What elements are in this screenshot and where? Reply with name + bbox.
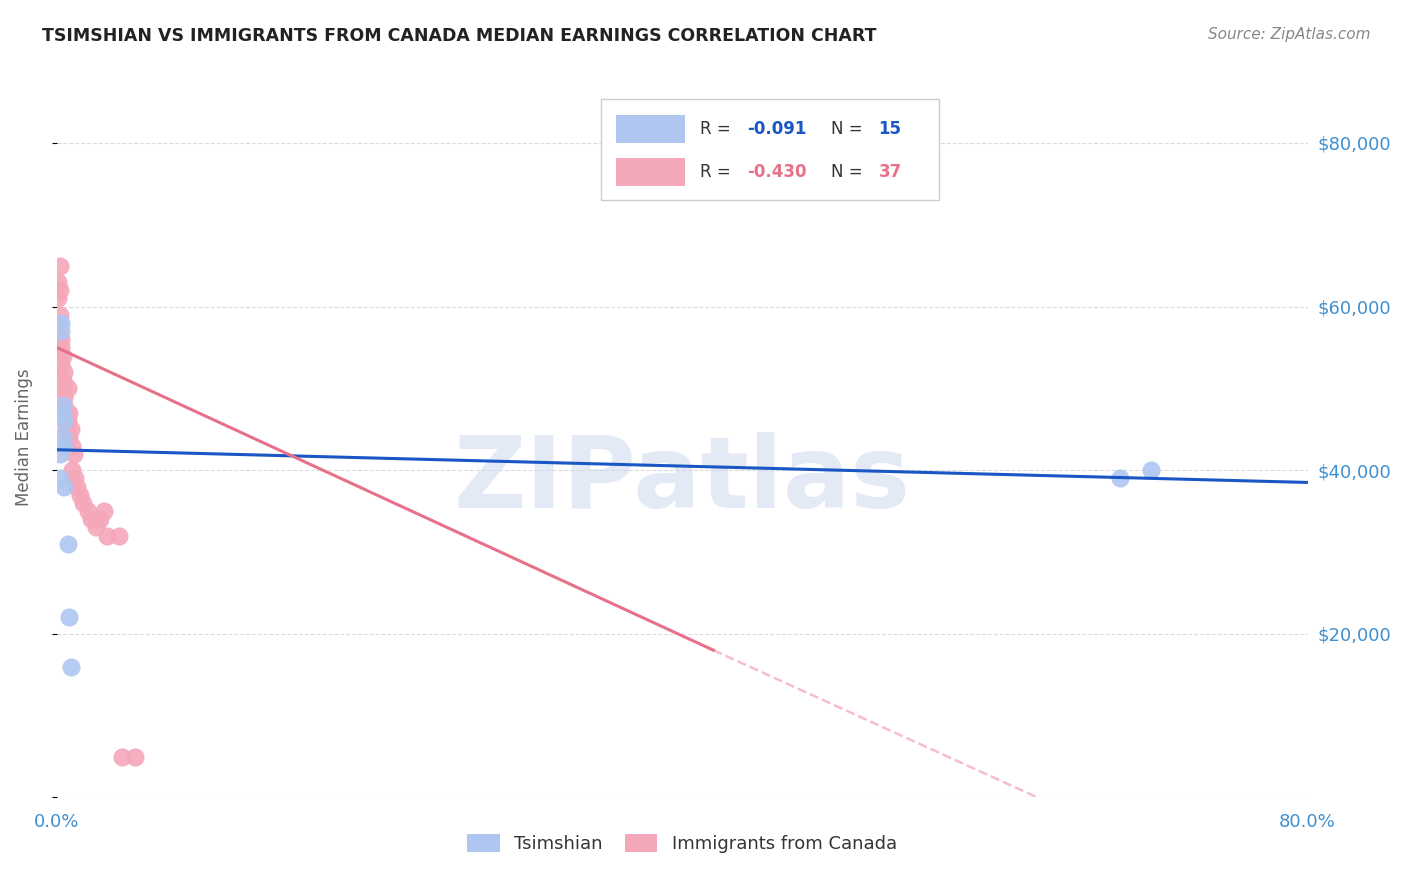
Point (1109, 471, 1132, 485)
Point (52, 381, 75, 395)
FancyBboxPatch shape (616, 158, 685, 186)
Text: R =: R = (700, 162, 735, 180)
Point (72, 496, 94, 510)
Point (59, 659, 82, 673)
Point (108, 528, 131, 542)
Point (60, 439, 83, 453)
Point (52, 349, 75, 363)
Point (124, 749, 146, 764)
Point (51, 324, 73, 338)
Y-axis label: Median Earnings: Median Earnings (15, 368, 32, 507)
Point (52, 398, 75, 412)
Point (65, 471, 87, 485)
Text: Source: ZipAtlas.com: Source: ZipAtlas.com (1208, 27, 1371, 42)
Point (58, 430, 80, 444)
FancyBboxPatch shape (616, 115, 685, 144)
Point (46, 275, 69, 289)
Point (51, 357, 73, 371)
Point (77, 504, 100, 518)
Legend: Tsimshian, Immigrants from Canada: Tsimshian, Immigrants from Canada (467, 834, 897, 854)
Point (84, 520, 107, 534)
Point (55, 422, 77, 436)
Point (1140, 463, 1163, 477)
FancyBboxPatch shape (600, 99, 939, 200)
Point (69, 488, 91, 502)
Point (89, 512, 111, 526)
Point (48, 259, 70, 273)
Point (62, 447, 84, 461)
Point (46, 291, 69, 305)
Point (48, 447, 70, 461)
Point (53, 390, 76, 404)
Point (53, 439, 76, 453)
Point (96, 528, 118, 542)
Text: N =: N = (831, 162, 868, 180)
Point (52, 373, 75, 387)
Point (53, 479, 76, 493)
Point (93, 504, 115, 518)
Point (80, 512, 103, 526)
Point (51, 316, 73, 330)
Text: R =: R = (700, 120, 735, 138)
Point (66, 479, 89, 493)
Point (111, 749, 134, 764)
Point (53, 365, 76, 379)
Point (58, 610, 80, 624)
Point (48, 308, 70, 322)
Point (53, 398, 76, 412)
Point (48, 283, 70, 297)
Point (53, 414, 76, 428)
Text: -0.091: -0.091 (747, 120, 807, 138)
Point (56, 537, 79, 551)
Text: 37: 37 (879, 162, 901, 180)
Point (52, 406, 75, 420)
Point (56, 414, 79, 428)
Point (51, 332, 73, 346)
Point (55, 406, 77, 420)
Point (60, 463, 83, 477)
Point (51, 341, 73, 355)
Text: TSIMSHIAN VS IMMIGRANTS FROM CANADA MEDIAN EARNINGS CORRELATION CHART: TSIMSHIAN VS IMMIGRANTS FROM CANADA MEDI… (42, 27, 877, 45)
Point (52, 430, 75, 444)
Point (56, 381, 79, 395)
Point (48, 471, 70, 485)
Text: ZIPatlas: ZIPatlas (454, 432, 911, 529)
Text: 15: 15 (879, 120, 901, 138)
Point (59, 422, 82, 436)
Text: N =: N = (831, 120, 868, 138)
Point (58, 406, 80, 420)
Text: -0.430: -0.430 (747, 162, 807, 180)
